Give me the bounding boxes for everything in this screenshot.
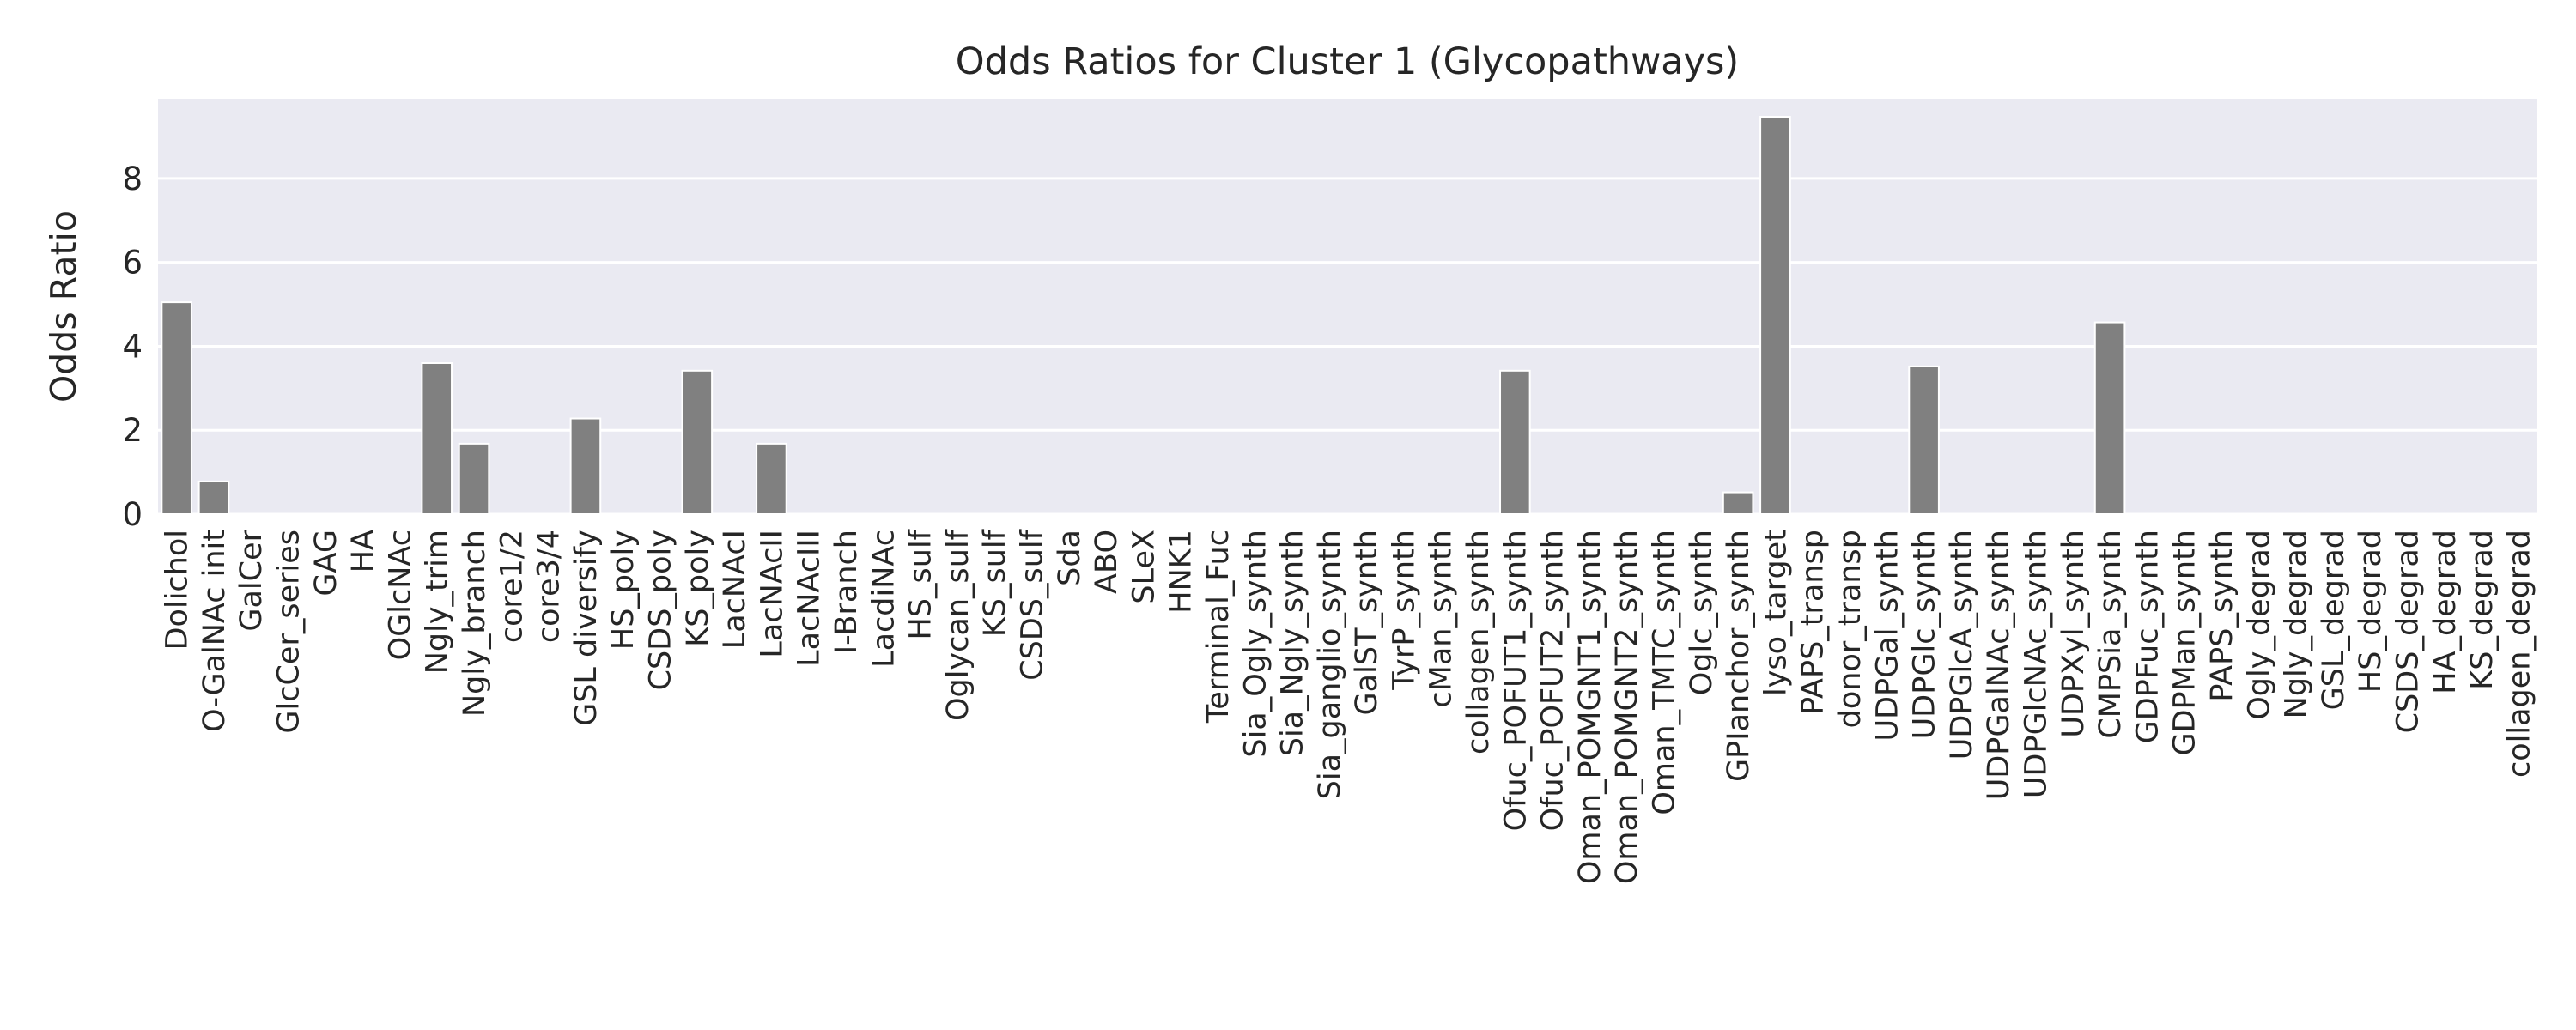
x-tick-label: UDPXyl_synth [2057,530,2091,738]
x-tick-label: UDPGal_synth [1870,530,1905,742]
x-tick-label: Oman_POMGNT1_synth [1573,530,1607,884]
x-tick-label: collagen_degrad [2502,530,2537,778]
x-tick-label: CSDS_poly [644,530,678,690]
bar-gpianchor-synth [1722,491,1754,515]
x-tick-label: core1/2 [495,530,529,643]
x-tick-label: Ogly_degrad [2242,530,2276,720]
bar-ofuc-pofut1-synth [1499,369,1531,515]
x-tick-label: HA [346,530,380,573]
plot-area [158,99,2537,514]
x-tick-labels: Dolichol O-GalNAc init GalCer GlcCer_series… [161,529,2537,884]
x-tick-label: PAPS_transp [1796,530,1831,715]
bar-o-galnac-init [197,480,230,515]
x-tick-label: HNK1 [1164,530,1199,614]
x-tick-label: Oglycan_sulf [941,529,975,721]
x-tick-label: GPIanchor_synth [1722,530,1756,782]
x-tick-label: HS_poly [606,530,641,650]
x-tick-label: LacNAcII [755,530,789,658]
bar-lacnacii [756,442,787,515]
x-tick-label: UDPGlc_synth [1908,530,1942,739]
bar-gsl-diversify [569,417,602,515]
x-tick-label: CMPSia_synth [2093,530,2128,739]
y-tick-label: 0 [122,496,143,533]
x-tick-label: Oman_POMGNT2_synth [1610,530,1644,884]
bar-cmpsia-synth [2093,321,2126,516]
x-tick-label: Ngly_degrad [2280,530,2314,718]
x-tick-label: LacNAcIII [793,530,827,667]
x-tick-label: CSDS_degrad [2391,530,2425,733]
x-tick-label: GDPFuc_synth [2130,530,2165,743]
x-tick-label: Sda [1053,530,1087,586]
x-tick-label: LacdiNAc [866,530,901,668]
x-tick-label: KS_degrad [2465,530,2500,690]
x-tick-label: lyso_target [1759,530,1793,696]
y-tick-label: 4 [122,328,143,365]
x-tick-label: OGlcNAc [383,530,417,660]
x-tick-label: collagen_synth [1461,530,1496,754]
y-tick-label: 2 [122,412,143,449]
x-tick-label: GalST_synth [1350,530,1384,715]
x-tick-label: O-GalNAc init [197,530,232,732]
x-tick-label: donor_transp [1833,530,1868,728]
bars [161,116,2126,516]
x-tick-label: UDPGlcA_synth [1945,530,1979,760]
x-tick-label: LacNAcI [718,530,752,649]
x-tick-label: I-Branch [829,530,864,654]
x-tick-label: HS_degrad [2354,530,2388,693]
gridlines [158,177,2537,516]
bar-udpglc-synth [1908,365,1940,515]
chart-title: Odds Ratios for Cluster 1 (Glycopathways… [956,40,1739,83]
x-tick-label: GSL_degrad [2317,530,2351,710]
x-tick-label: KS_poly [681,530,715,647]
x-tick-label: TyrP_synth [1387,530,1421,691]
x-tick-label: KS_sulf [978,529,1012,637]
x-tick-label: Oman_TMTC_synth [1648,530,1682,815]
x-tick-label: GDPMan_synth [2168,530,2202,756]
x-tick-label: core3/4 [532,530,567,643]
x-tick-label: CSDS_sulf [1015,529,1049,680]
bar-lyso-target [1759,116,1791,515]
x-tick-label: Sia_Ogly_synth [1238,530,1273,758]
x-tick-label: Terminal_Fuc [1201,530,1236,724]
x-tick-label: Sia_ganglio_synth [1313,530,1347,799]
x-tick-label: Sia_Ngly_synth [1276,530,1310,756]
x-tick-label: cMan_synth [1425,530,1459,708]
x-tick-label: Ngly_trim [421,530,455,674]
x-tick-label: Oglc_synth [1685,530,1719,695]
x-tick-label: GAG [309,530,343,597]
x-tick-label: HS_sulf [904,529,939,639]
x-tick-label: UDPGlcNAc_synth [2019,530,2053,798]
bar-ngly-branch [458,442,490,515]
x-tick-label: Ofuc_POFUT2_synth [1536,530,1571,831]
y-axis-label: Odds Ratio [43,210,84,403]
x-tick-label: ABO [1090,530,1124,594]
x-tick-label: HA_degrad [2428,530,2463,694]
y-tick-label: 6 [122,245,143,282]
x-tick-label: GlcCer_series [272,530,307,734]
bar-dolichol [161,301,192,515]
x-tick-label: UDPGalNAc_synth [1982,530,2016,800]
y-tick-labels: 0 2 4 6 8 [122,161,143,533]
x-tick-label: Dolichol [161,530,195,650]
x-tick-label: SLeX [1127,530,1161,604]
x-tick-label: Ofuc_POFUT1_synth [1498,530,1533,831]
x-tick-label: GalCer [234,529,269,631]
x-tick-label: GSL diversify [569,530,604,726]
bar-ngly-trim [421,362,453,515]
y-tick-label: 8 [122,161,143,197]
x-tick-label: PAPS_synth [2205,530,2239,702]
bar-ks-poly [681,369,714,515]
x-tick-label: Ngly_branch [458,530,492,717]
